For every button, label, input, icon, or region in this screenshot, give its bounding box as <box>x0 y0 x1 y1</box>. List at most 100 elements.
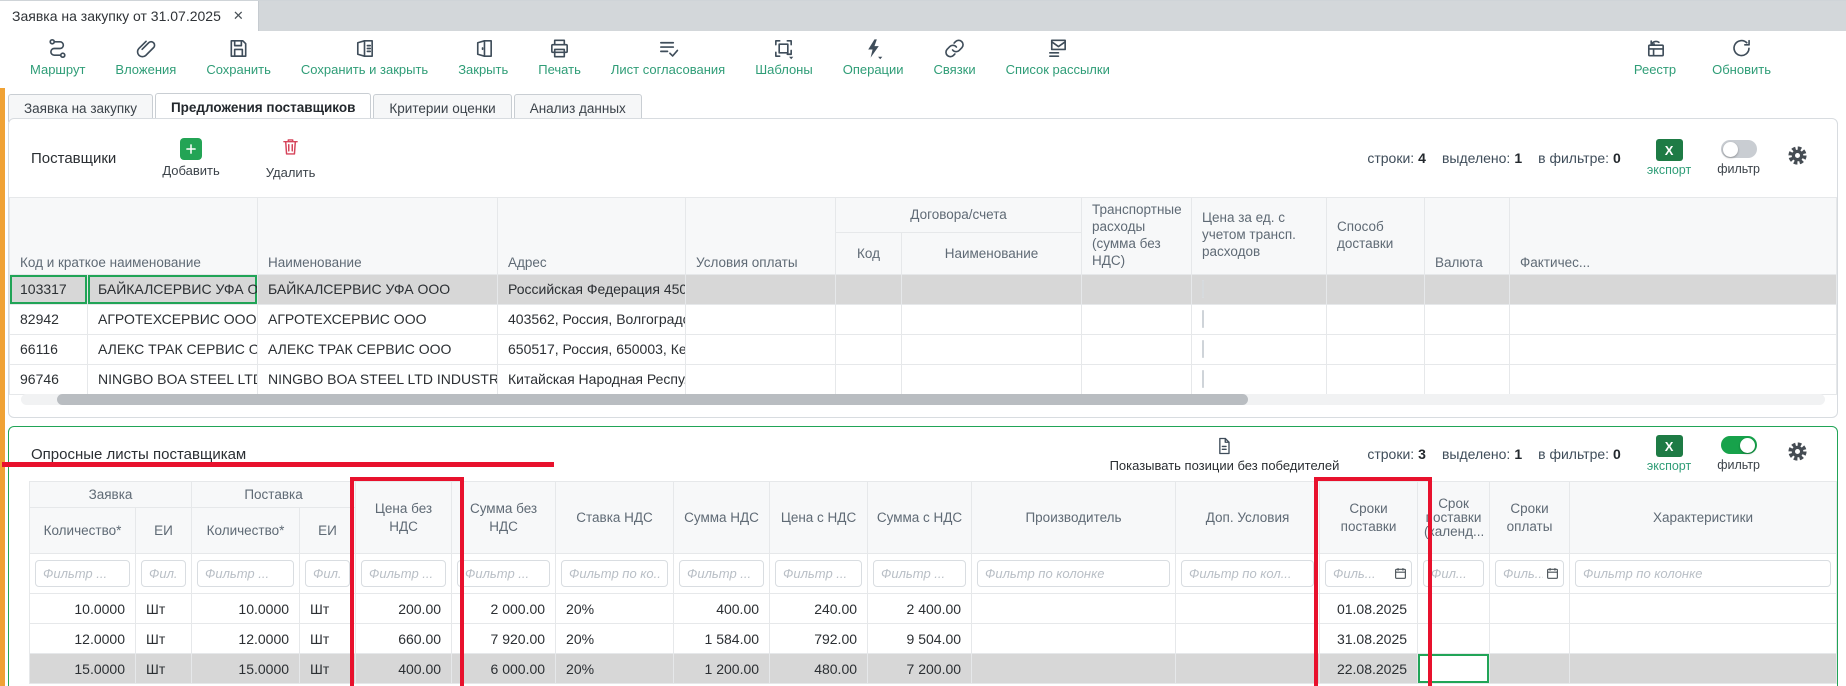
route-button[interactable]: Маршрут <box>30 37 85 77</box>
cell-address[interactable]: Китайская Народная Респу... <box>498 364 686 394</box>
cell-currency[interactable] <box>1425 304 1510 334</box>
cell-unit-request[interactable]: Шт <box>136 624 192 654</box>
cell-code[interactable]: 66116 <box>10 334 88 364</box>
col-name[interactable]: Наименование <box>258 198 498 275</box>
cell-vat-rate[interactable]: 20% <box>556 654 674 684</box>
filter-input-delivery-days[interactable] <box>1423 560 1484 587</box>
save-and-close-button[interactable]: Сохранить и закрыть <box>301 37 428 77</box>
toggle-on-icon[interactable] <box>1721 436 1757 454</box>
col-delivery-method[interactable]: Способ доставки <box>1327 198 1425 275</box>
cell-price-with-vat[interactable]: 240.00 <box>770 594 868 624</box>
cell-delivery-days[interactable] <box>1418 624 1490 654</box>
window-tab[interactable]: Заявка на закупку от 31.07.2025 ✕ <box>0 1 259 31</box>
cell-delivery[interactable] <box>1327 364 1425 394</box>
cell-actual[interactable] <box>1510 274 1837 304</box>
cell-payment[interactable] <box>686 364 836 394</box>
col-payment-terms[interactable]: Сроки оплаты <box>1490 482 1570 554</box>
cell-payment[interactable] <box>686 304 836 334</box>
horizontal-scrollbar[interactable] <box>21 394 1825 405</box>
save-button[interactable]: Сохранить <box>206 37 271 77</box>
questionnaire-row[interactable]: 10.0000 Шт 10.0000 Шт 200.00 2 000.00 20… <box>30 594 1837 624</box>
cell-characteristics[interactable] <box>1570 594 1837 624</box>
cell-qty-supply[interactable]: 15.0000 <box>192 654 300 684</box>
cell-delivery-days[interactable] <box>1418 594 1490 624</box>
cell-short-name[interactable]: АЛЕКС ТРАК СЕРВИС ООО <box>88 334 258 364</box>
cell-contract-code[interactable] <box>836 304 902 334</box>
cell-qty-supply[interactable]: 12.0000 <box>192 624 300 654</box>
cell-unit-price[interactable] <box>1192 274 1327 304</box>
cell-name[interactable]: БАЙКАЛСЕРВИС УФА ООО <box>258 274 498 304</box>
cell-delivery[interactable] <box>1327 334 1425 364</box>
col-vat-sum[interactable]: Сумма НДС <box>674 482 770 554</box>
filter-input-sum-no-vat[interactable] <box>457 560 550 587</box>
cell-delivery-date[interactable]: 31.08.2025 <box>1320 624 1418 654</box>
filter-toggle[interactable]: фильтр <box>1717 140 1760 176</box>
questionnaire-row-selected[interactable]: 15.0000 Шт 15.0000 Шт 400.00 6 000.00 20… <box>30 654 1837 684</box>
col-transport-costs[interactable]: Транспортные расходы (сумма без НДС) <box>1082 198 1192 275</box>
cell-vat-sum[interactable]: 1 200.00 <box>674 654 770 684</box>
cell-price-with-vat[interactable]: 792.00 <box>770 624 868 654</box>
cell-actual[interactable] <box>1510 364 1837 394</box>
cell-sum-no-vat[interactable]: 2 000.00 <box>452 594 556 624</box>
close-document-button[interactable]: Закрыть <box>458 37 508 77</box>
scrollbar-thumb[interactable] <box>57 394 1248 405</box>
cell-name[interactable]: АЛЕКС ТРАК СЕРВИС ООО <box>258 334 498 364</box>
cell-name[interactable]: АГРОТЕХСЕРВИС ООО <box>258 304 498 334</box>
cell-address[interactable]: Российская Федерация 450... <box>498 274 686 304</box>
cell-payment-terms[interactable] <box>1490 594 1570 624</box>
cell-contract-name[interactable] <box>902 334 1082 364</box>
cell-payment-terms[interactable] <box>1490 654 1570 684</box>
unit-price-checkbox[interactable] <box>1202 370 1204 388</box>
cell-transport[interactable] <box>1082 334 1192 364</box>
filter-input-vat-sum[interactable] <box>679 560 764 587</box>
unit-price-checkbox[interactable] <box>1202 340 1204 358</box>
col-contract-code[interactable]: Код <box>836 232 902 274</box>
cell-vat-rate[interactable]: 20% <box>556 594 674 624</box>
filter-input-unit-request[interactable] <box>141 560 186 587</box>
cell-short-name[interactable]: NINGBO BOA STEEL LTD I... <box>88 364 258 394</box>
cell-characteristics[interactable] <box>1570 624 1837 654</box>
cell-actual[interactable] <box>1510 304 1837 334</box>
col-qty-supply[interactable]: Количество* <box>192 508 300 554</box>
cell-contract-code[interactable] <box>836 334 902 364</box>
col-delivery-dates[interactable]: Сроки поставки <box>1320 482 1418 554</box>
operations-button[interactable]: Операции <box>843 37 904 77</box>
cell-vat-sum[interactable]: 1 584.00 <box>674 624 770 654</box>
cell-currency[interactable] <box>1425 364 1510 394</box>
col-code-short-name[interactable]: Код и краткое наименование <box>10 198 258 275</box>
col-manufacturer[interactable]: Производитель <box>972 482 1176 554</box>
unit-price-checkbox[interactable] <box>1202 280 1204 298</box>
cell-qty-supply[interactable]: 10.0000 <box>192 594 300 624</box>
export-excel-button[interactable]: X экспорт <box>1647 435 1691 473</box>
supplier-row[interactable]: 82942 АГРОТЕХСЕРВИС ООО АГРОТЕХСЕРВИС ОО… <box>10 304 1837 334</box>
cell-extra-conditions[interactable] <box>1176 654 1320 684</box>
filter-input-extra-conditions[interactable] <box>1181 560 1314 587</box>
settings-gear-button[interactable] <box>1786 440 1809 468</box>
cell-unit-price[interactable] <box>1192 304 1327 334</box>
print-button[interactable]: Печать <box>538 37 581 77</box>
supplier-row[interactable]: 66116 АЛЕКС ТРАК СЕРВИС ООО АЛЕКС ТРАК С… <box>10 334 1837 364</box>
filter-toggle[interactable]: фильтр <box>1717 436 1760 472</box>
col-characteristics[interactable]: Характеристики <box>1570 482 1837 554</box>
cell-unit-request[interactable]: Шт <box>136 654 192 684</box>
cell-manufacturer[interactable] <box>972 624 1176 654</box>
cell-contract-code[interactable] <box>836 274 902 304</box>
col-vat-rate[interactable]: Ставка НДС <box>556 482 674 554</box>
filter-input-price-no-vat[interactable] <box>361 560 446 587</box>
settings-gear-button[interactable] <box>1786 144 1809 172</box>
filter-input-unit-supply[interactable] <box>305 560 350 587</box>
col-price-no-vat[interactable]: Цена без НДС <box>356 482 452 554</box>
col-unit-supply[interactable]: ЕИ <box>300 508 356 554</box>
cell-delivery-days-focused[interactable] <box>1418 654 1490 684</box>
cell-manufacturer[interactable] <box>972 654 1176 684</box>
approval-sheet-button[interactable]: Лист согласования <box>611 37 725 77</box>
col-address[interactable]: Адрес <box>498 198 686 275</box>
col-qty-request[interactable]: Количество* <box>30 508 136 554</box>
col-currency[interactable]: Валюта <box>1425 198 1510 275</box>
col-price-with-vat[interactable]: Цена с НДС <box>770 482 868 554</box>
col-contract-name[interactable]: Наименование <box>902 232 1082 274</box>
col-sum-no-vat[interactable]: Сумма без НДС <box>452 482 556 554</box>
col-extra-conditions[interactable]: Доп. Условия <box>1176 482 1320 554</box>
show-positions-button[interactable]: Показывать позиции без победителей <box>1110 436 1340 473</box>
cell-transport[interactable] <box>1082 304 1192 334</box>
